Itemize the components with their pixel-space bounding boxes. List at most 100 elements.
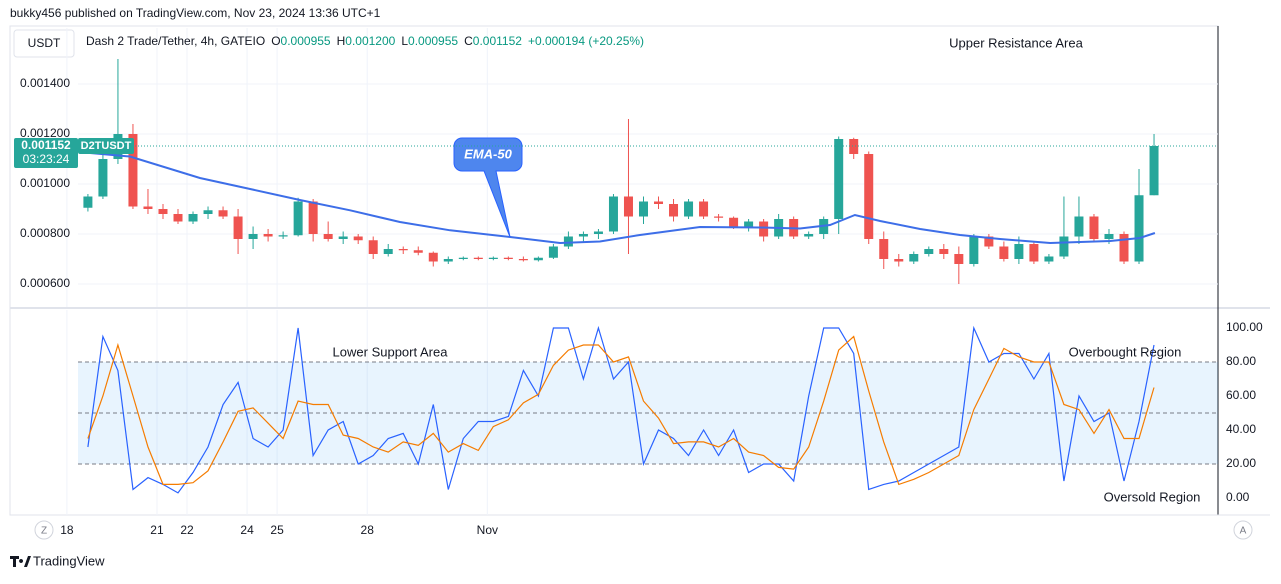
candle-body	[413, 250, 423, 253]
candle-body	[263, 234, 273, 237]
candle-body	[939, 249, 949, 254]
x-tick-label: Nov	[477, 523, 498, 537]
brand-logo	[10, 556, 31, 567]
candle-body	[293, 201, 303, 236]
x-tick-label: 22	[180, 523, 194, 537]
candle-body	[83, 196, 93, 208]
annotation: Lower Support Area	[333, 344, 449, 359]
price-tag	[14, 138, 78, 168]
legend-key: C	[464, 34, 473, 48]
legend-change: +0.000194 (+20.25%)	[528, 34, 644, 48]
y-tick-label: 0.001200	[20, 126, 70, 140]
z-label[interactable]: Z	[41, 526, 47, 537]
candle-body	[608, 196, 618, 232]
candle-body	[834, 139, 844, 219]
ema-line	[78, 151, 1156, 245]
candle-body	[248, 234, 258, 239]
brand-name: TradingView	[33, 553, 105, 568]
candle-body	[563, 236, 573, 247]
candle-body	[699, 201, 709, 217]
callout-label: EMA-50	[464, 146, 512, 161]
candle-body	[143, 206, 153, 209]
candle-body	[909, 254, 919, 262]
candle-body	[623, 196, 633, 217]
legend-value: 0.001152	[473, 34, 522, 48]
callout-shape	[453, 137, 523, 238]
logo-mark	[10, 556, 31, 567]
candle-body	[503, 257, 513, 259]
candle-body	[398, 249, 408, 251]
candle-body	[1029, 244, 1039, 262]
x-tick-label: 28	[361, 523, 375, 537]
legend-key: H	[337, 34, 346, 48]
price-tag-countdown: 03:23:24	[23, 152, 70, 166]
ohlc-legend: Dash 2 Trade/Tether, 4h, GATEIO O0.000955…	[86, 34, 644, 48]
candle-body	[654, 201, 664, 204]
y-tick-label: 20.00	[1226, 456, 1256, 470]
a-label[interactable]: A	[1240, 526, 1247, 537]
candle-body	[98, 159, 108, 197]
x-tick-label: 24	[240, 523, 254, 537]
candle-body	[804, 234, 814, 237]
candle-body	[1044, 256, 1054, 262]
x-tick-label: 21	[150, 523, 164, 537]
a-button[interactable]	[1233, 520, 1253, 540]
candle-body	[669, 204, 679, 217]
oscillator-line	[87, 335, 1155, 486]
price-tag-value: 0.001152	[21, 138, 71, 152]
y-tick-label: 100.00	[1226, 320, 1263, 334]
candle-body	[533, 257, 543, 261]
candle-body	[158, 209, 168, 214]
candle-body	[473, 257, 483, 259]
x-tick-label: 18	[60, 523, 74, 537]
y-tick-label: 60.00	[1226, 388, 1256, 402]
candle-body	[353, 236, 363, 241]
candle-body	[203, 210, 213, 214]
candle-body	[368, 240, 378, 254]
candle-body	[383, 249, 393, 254]
candle-body	[1134, 195, 1144, 262]
y-tick-label: 40.00	[1226, 422, 1256, 436]
candle-body	[1014, 244, 1024, 259]
candle-body	[278, 235, 288, 237]
candle-body	[954, 254, 964, 264]
legend-value: 0.001200	[345, 34, 395, 48]
candle-body	[1074, 216, 1084, 237]
candle-body	[684, 201, 694, 217]
candle-body	[338, 236, 348, 239]
currency-label[interactable]: USDT	[28, 36, 61, 50]
candle-body	[1059, 236, 1069, 257]
candle-body	[744, 221, 754, 227]
candle-body	[233, 216, 243, 239]
candle-body	[458, 257, 468, 259]
y-tick-label: 0.001400	[20, 76, 70, 90]
candle-body	[308, 201, 318, 234]
candle-body	[188, 214, 198, 222]
symbol-tag-label: D2TUSDT	[81, 140, 132, 152]
annotation: Oversold Region	[1104, 489, 1201, 504]
candle-body	[1149, 146, 1159, 196]
candle-body	[894, 259, 904, 262]
y-tick-label: 0.001000	[20, 176, 70, 190]
candle-body	[984, 236, 994, 247]
candle-body	[518, 259, 528, 261]
candle-body	[729, 217, 739, 227]
symbol-title: Dash 2 Trade/Tether, 4h, GATEIO	[86, 34, 265, 48]
candles	[83, 59, 1159, 284]
candle-body	[924, 249, 934, 254]
currency-button[interactable]	[13, 29, 75, 58]
y-tick-label: 0.000800	[20, 226, 70, 240]
legend-key: L	[401, 34, 408, 48]
y-tick-label: 0.000600	[20, 276, 70, 290]
candle-body	[578, 234, 588, 237]
z-button[interactable]	[34, 520, 54, 540]
legend-value: 0.000955	[408, 34, 458, 48]
ema-callout: EMA-50	[453, 137, 523, 238]
candle-body	[1104, 234, 1114, 239]
candle-body	[323, 234, 333, 239]
candle-body	[879, 239, 889, 259]
candle-body	[999, 246, 1009, 259]
y-tick-label: 80.00	[1226, 354, 1256, 368]
